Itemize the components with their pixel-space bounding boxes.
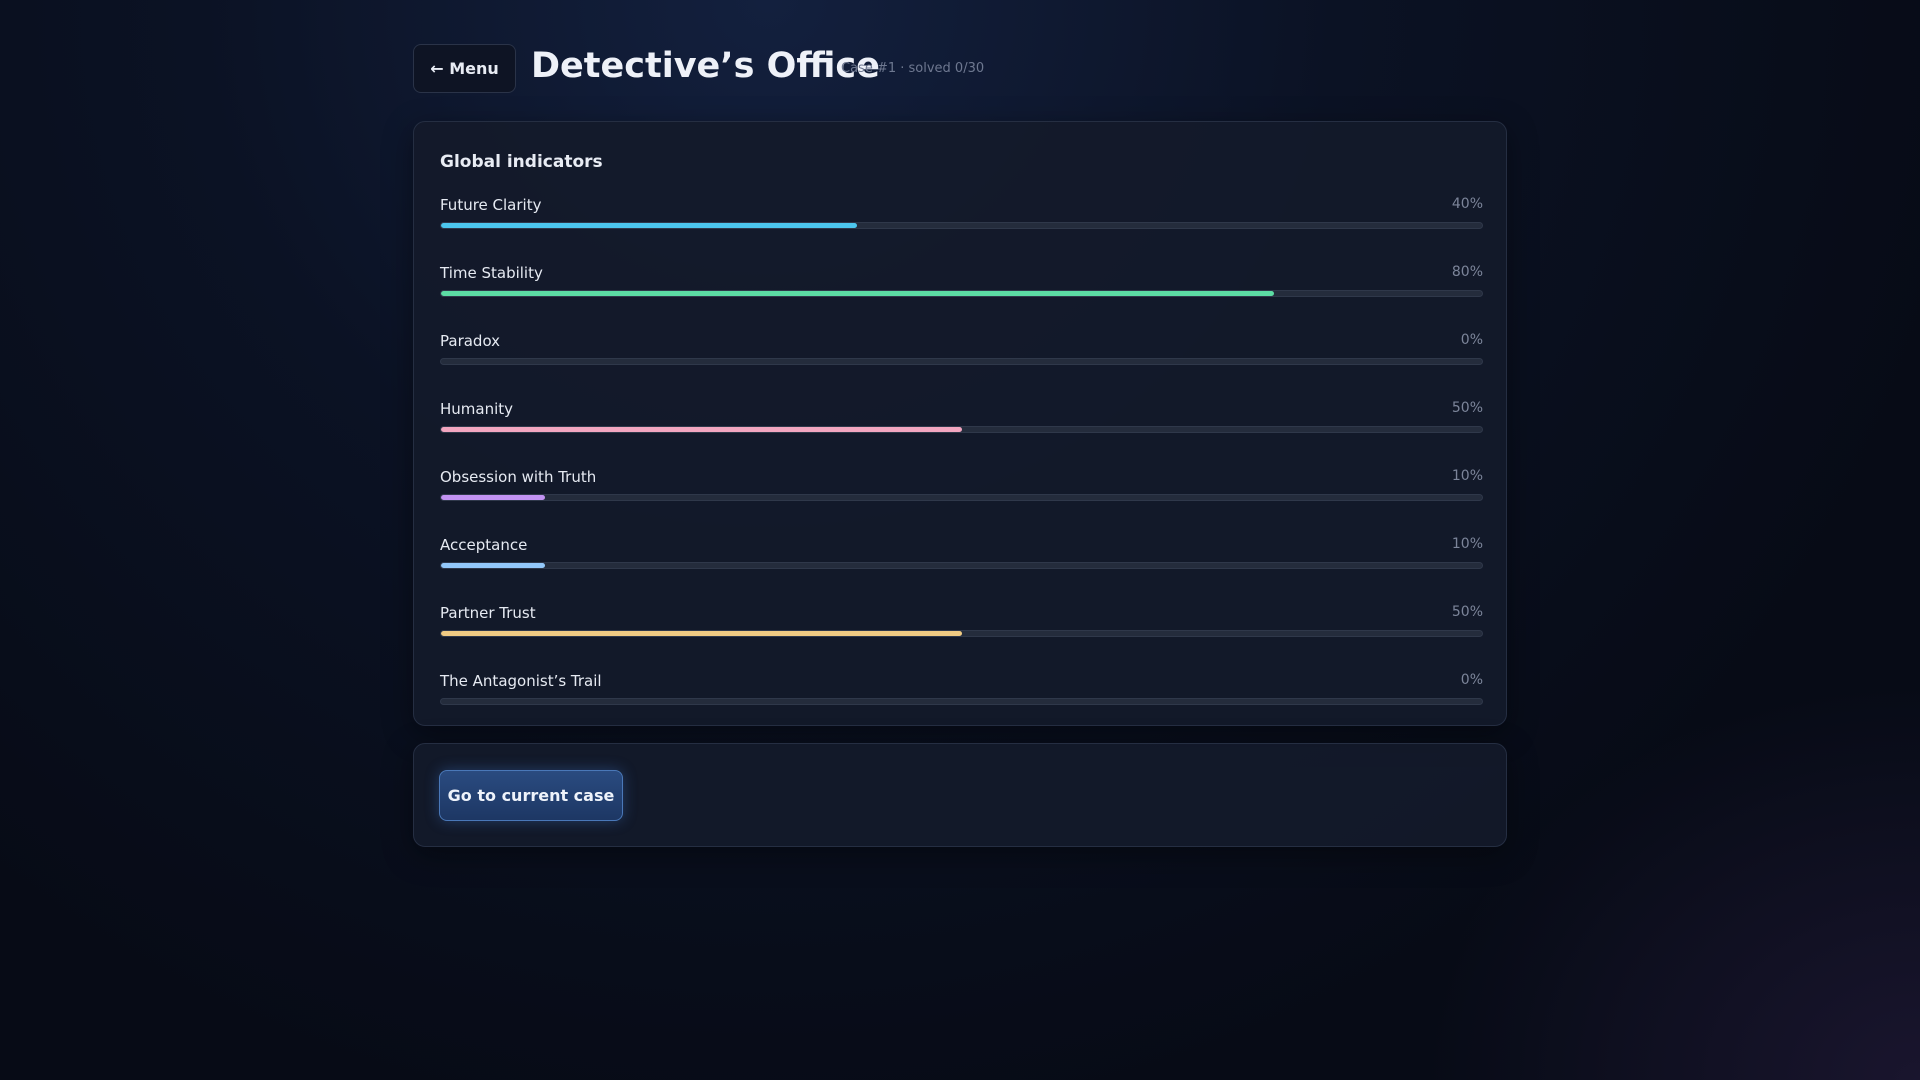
indicator-track bbox=[440, 426, 1483, 433]
indicator-row: Obsession with Truth 10% bbox=[440, 468, 1483, 508]
panel-title: Global indicators bbox=[440, 152, 603, 172]
indicator-value: 80% bbox=[1451, 264, 1483, 280]
indicator-row: Paradox 0% bbox=[440, 332, 1483, 372]
indicator-row: The Antagonist’s Trail 0% bbox=[440, 672, 1483, 712]
indicators-panel: Global indicators Future Clarity 40% Time … bbox=[413, 121, 1507, 726]
indicator-fill bbox=[441, 495, 546, 500]
indicator-name: The Antagonist’s Trail bbox=[440, 672, 602, 690]
indicator-fill bbox=[441, 291, 1274, 296]
indicator-track bbox=[440, 698, 1483, 705]
indicator-row: Partner Trust 50% bbox=[440, 604, 1483, 644]
indicator-value: 50% bbox=[1451, 400, 1483, 416]
action-panel: Go to current case bbox=[413, 743, 1507, 847]
case-status: Case #1 · solved 0/30 bbox=[841, 61, 985, 76]
indicator-row: Humanity 50% bbox=[440, 400, 1483, 440]
indicator-name: Acceptance bbox=[440, 536, 528, 554]
indicator-name: Obsession with Truth bbox=[440, 468, 597, 486]
indicator-value: 50% bbox=[1451, 604, 1483, 620]
indicator-value: 0% bbox=[1460, 332, 1483, 348]
indicator-track bbox=[440, 494, 1483, 501]
indicator-fill bbox=[441, 427, 962, 432]
indicator-value: 40% bbox=[1451, 196, 1483, 212]
indicator-row: Future Clarity 40% bbox=[440, 196, 1483, 236]
indicator-name: Humanity bbox=[440, 400, 514, 418]
indicator-track bbox=[440, 290, 1483, 297]
indicator-track bbox=[440, 562, 1483, 569]
indicator-track bbox=[440, 358, 1483, 365]
menu-button[interactable]: ← Menu bbox=[413, 44, 516, 93]
current-case-button[interactable]: Go to current case bbox=[439, 770, 623, 821]
indicator-fill bbox=[441, 563, 546, 568]
indicator-name: Future Clarity bbox=[440, 196, 542, 214]
indicator-fill bbox=[441, 223, 858, 228]
indicator-name: Partner Trust bbox=[440, 604, 536, 622]
page-title: Detective’s Office bbox=[531, 46, 880, 86]
indicator-row: Acceptance 10% bbox=[440, 536, 1483, 576]
indicator-fill bbox=[441, 631, 962, 636]
indicator-name: Time Stability bbox=[440, 264, 543, 282]
indicator-value: 0% bbox=[1460, 672, 1483, 688]
indicator-name: Paradox bbox=[440, 332, 501, 350]
indicator-value: 10% bbox=[1451, 536, 1483, 552]
indicator-value: 10% bbox=[1451, 468, 1483, 484]
indicator-track bbox=[440, 222, 1483, 229]
indicator-row: Time Stability 80% bbox=[440, 264, 1483, 304]
background-glow bbox=[1420, 680, 1920, 1080]
indicator-track bbox=[440, 630, 1483, 637]
